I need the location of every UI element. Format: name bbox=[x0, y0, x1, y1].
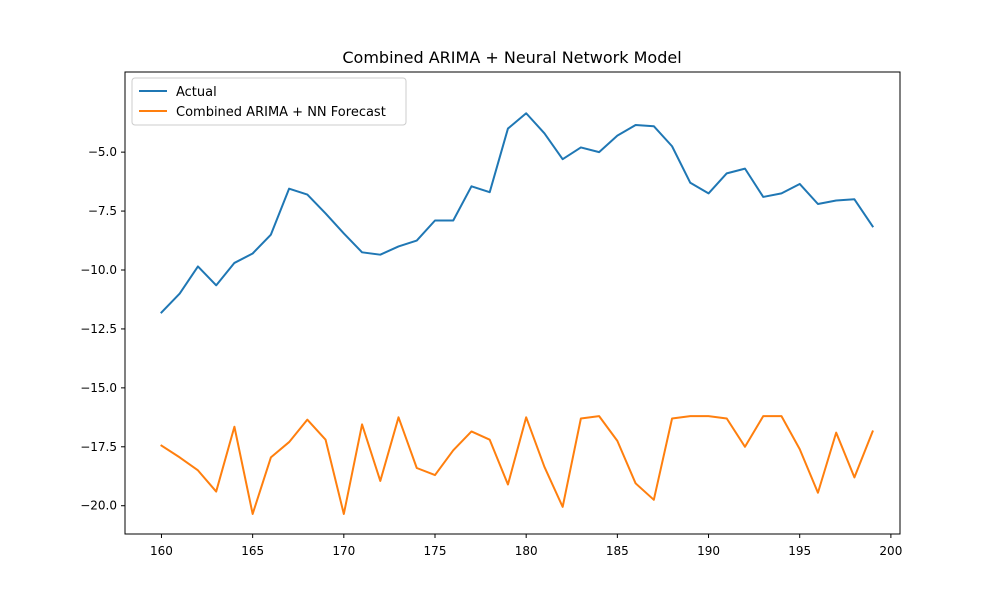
x-tick-label: 170 bbox=[332, 544, 355, 558]
axes: 160 165 170 175 180 185 190 195 200 −20.0 −17.5 −15… bbox=[80, 71, 902, 558]
y-tick-label: −10.0 bbox=[80, 263, 117, 277]
x-tick-label: 175 bbox=[424, 544, 447, 558]
y-tick-label: −7.5 bbox=[88, 204, 117, 218]
series-lines bbox=[160, 112, 875, 515]
x-tick-label: 180 bbox=[515, 544, 538, 558]
series-line-actual bbox=[160, 112, 875, 314]
x-tick-label: 190 bbox=[697, 544, 720, 558]
series-line-forecast bbox=[160, 415, 874, 515]
y-tick-label: −15.0 bbox=[80, 381, 117, 395]
x-tick-label: 200 bbox=[879, 544, 902, 558]
x-tick-label: 195 bbox=[788, 544, 811, 558]
legend-label-forecast: Combined ARIMA + NN Forecast bbox=[176, 105, 386, 120]
y-tick-label: −5.0 bbox=[88, 145, 117, 159]
x-tick-label: 160 bbox=[150, 544, 173, 558]
chart-title: Combined ARIMA + Neural Network Model bbox=[342, 48, 681, 67]
y-tick-label: −20.0 bbox=[80, 499, 117, 513]
legend: Actual Combined ARIMA + NN Forecast bbox=[131, 77, 407, 126]
legend-label-actual: Actual bbox=[176, 85, 217, 100]
plot-frame bbox=[124, 71, 901, 535]
legend-frame bbox=[131, 77, 407, 126]
y-tick-label: −17.5 bbox=[80, 440, 117, 454]
x-tick-label: 165 bbox=[241, 544, 264, 558]
y-tick-label: −12.5 bbox=[80, 322, 117, 336]
x-tick-label: 185 bbox=[606, 544, 629, 558]
